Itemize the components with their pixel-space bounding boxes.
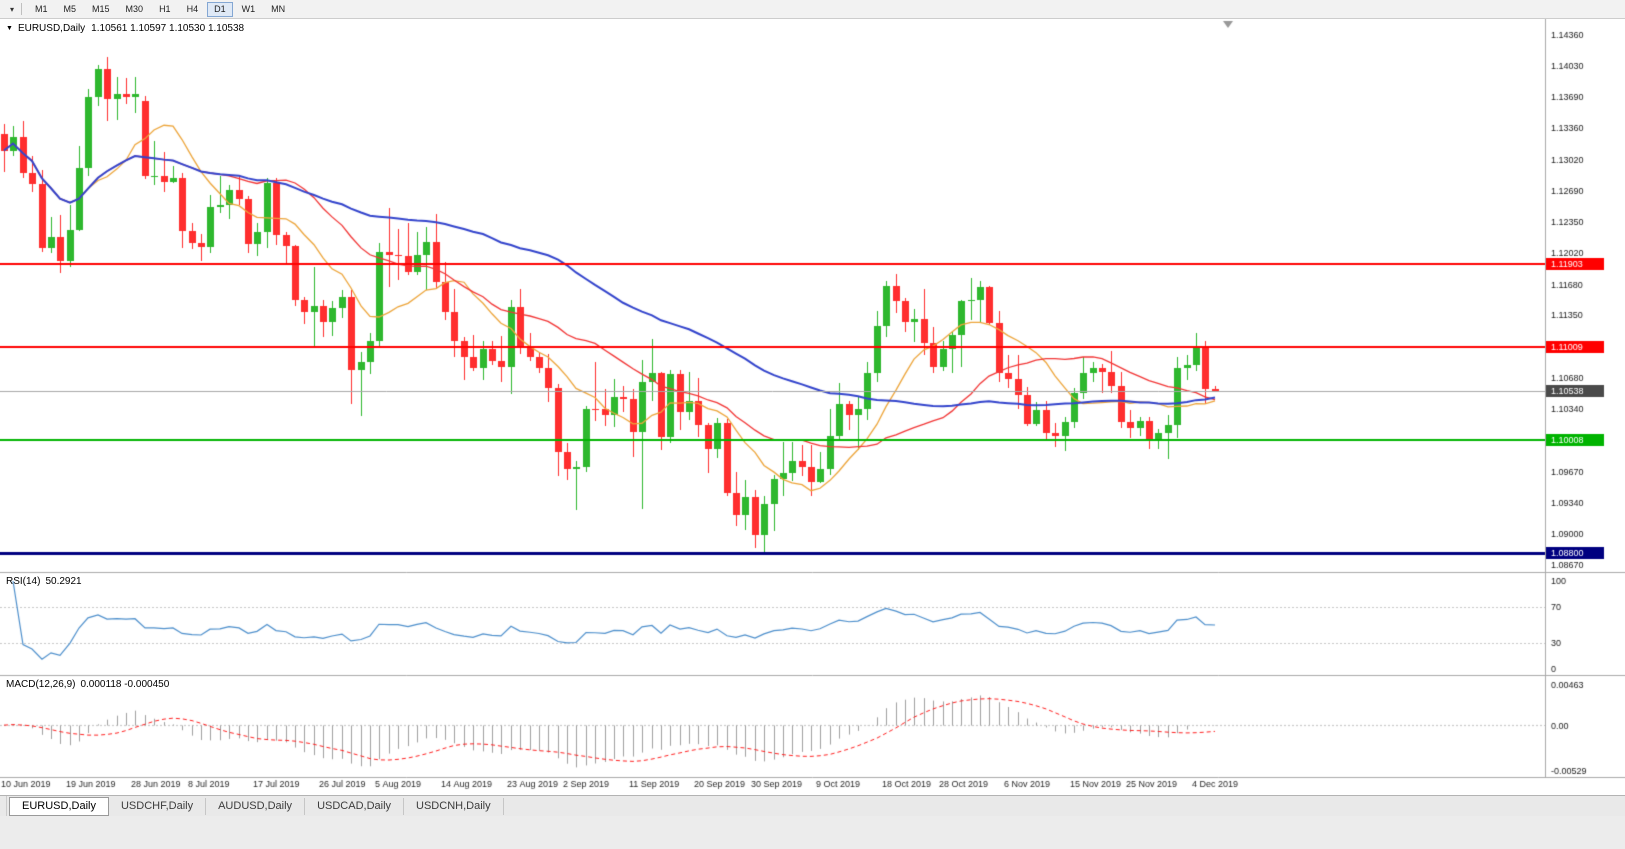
- chart-title: ▼ EURUSD,Daily 1.10561 1.10597 1.10530 1.1…: [6, 23, 244, 34]
- tab-eurusd[interactable]: EURUSD,Daily: [9, 796, 109, 816]
- tab-audusd[interactable]: AUDUSD,Daily: [206, 797, 306, 815]
- timeframe-button-m15[interactable]: M15: [85, 2, 117, 17]
- toolbar-separator: [21, 3, 22, 15]
- tabbar-edge: [0, 796, 7, 816]
- one-click-trading-arrow-icon[interactable]: ▼: [6, 25, 13, 32]
- chevron-down-icon[interactable]: ▾: [9, 4, 14, 14]
- timeframe-button-w1[interactable]: W1: [235, 2, 263, 17]
- rsi-indicator-name: RSI(14): [6, 576, 41, 587]
- timeframe-buttons: M1 M5 M15 M30 H1 H4 D1 W1 MN: [27, 1, 293, 17]
- chart-symbol-period: EURUSD,Daily: [17, 23, 86, 34]
- timeframe-button-m1[interactable]: M1: [28, 2, 55, 17]
- tab-usdcnh[interactable]: USDCNH,Daily: [404, 797, 504, 815]
- chart-ohlc-values: 1.10561 1.10597 1.10530 1.10538: [91, 23, 245, 34]
- rsi-pane-label: RSI(14) 50.2921: [6, 576, 82, 587]
- timeframe-button-d1[interactable]: D1: [207, 1, 233, 17]
- timeframe-button-m30[interactable]: M30: [119, 2, 151, 17]
- tab-usdchf[interactable]: USDCHF,Daily: [109, 797, 207, 815]
- macd-indicator-name: MACD(12,26,9): [6, 679, 76, 690]
- timeframe-toolbar: ▾ M1 M5 M15 M30 H1 H4 D1 W1 MN: [0, 0, 1625, 19]
- price-chart-canvas[interactable]: [0, 19, 1625, 795]
- timeframe-button-h4[interactable]: H4: [180, 2, 206, 17]
- rsi-indicator-value: 50.2921: [45, 576, 82, 587]
- macd-indicator-values: 0.000118 -0.000450: [80, 679, 170, 690]
- timeframe-button-mn[interactable]: MN: [264, 2, 292, 17]
- chart-area: ▼ EURUSD,Daily 1.10561 1.10597 1.10530 1.1…: [0, 19, 1625, 795]
- macd-pane-label: MACD(12,26,9) 0.000118 -0.000450: [6, 679, 169, 690]
- window-footer: [0, 816, 1625, 849]
- timeframe-button-m5[interactable]: M5: [57, 2, 84, 17]
- chart-tabs-bar: EURUSD,Daily USDCHF,Daily AUDUSD,Daily USDC…: [0, 795, 1625, 816]
- timeframe-button-h1[interactable]: H1: [152, 2, 178, 17]
- tab-usdcad[interactable]: USDCAD,Daily: [305, 797, 405, 815]
